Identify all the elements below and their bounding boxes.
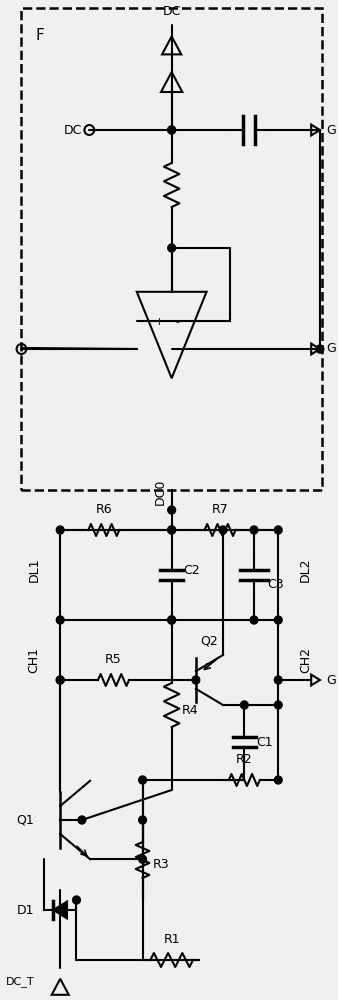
Text: CH2: CH2 bbox=[299, 647, 312, 673]
Text: DC: DC bbox=[163, 5, 181, 18]
Text: +: + bbox=[155, 317, 164, 327]
Text: G: G bbox=[327, 674, 336, 686]
Text: R2: R2 bbox=[236, 753, 252, 766]
Text: R3: R3 bbox=[152, 858, 169, 871]
Text: F: F bbox=[36, 28, 45, 43]
Circle shape bbox=[274, 701, 282, 709]
Text: R7: R7 bbox=[212, 503, 228, 516]
Circle shape bbox=[73, 896, 80, 904]
Circle shape bbox=[56, 526, 64, 534]
Circle shape bbox=[274, 776, 282, 784]
Text: DL2: DL2 bbox=[299, 558, 312, 582]
Text: C2: C2 bbox=[183, 564, 200, 576]
Circle shape bbox=[192, 676, 200, 684]
Circle shape bbox=[139, 776, 146, 784]
Polygon shape bbox=[53, 902, 67, 918]
Bar bbox=[21, 8, 322, 490]
Circle shape bbox=[274, 616, 282, 624]
Circle shape bbox=[219, 526, 227, 534]
Circle shape bbox=[56, 676, 64, 684]
Circle shape bbox=[316, 345, 324, 353]
Circle shape bbox=[240, 701, 248, 709]
Text: R5: R5 bbox=[105, 653, 122, 666]
Text: C3: C3 bbox=[268, 578, 284, 591]
Text: R1: R1 bbox=[163, 933, 180, 946]
Circle shape bbox=[168, 616, 175, 624]
Text: Q2: Q2 bbox=[201, 635, 218, 648]
Circle shape bbox=[168, 244, 175, 252]
Text: G: G bbox=[327, 123, 336, 136]
Text: DL1: DL1 bbox=[28, 558, 41, 582]
Circle shape bbox=[250, 616, 258, 624]
Text: C1: C1 bbox=[256, 736, 272, 748]
Circle shape bbox=[168, 526, 175, 534]
Circle shape bbox=[78, 816, 86, 824]
Text: CH1: CH1 bbox=[28, 647, 41, 673]
Circle shape bbox=[274, 676, 282, 684]
Text: DC_T: DC_T bbox=[5, 977, 34, 987]
Circle shape bbox=[139, 855, 146, 863]
Circle shape bbox=[56, 616, 64, 624]
Text: R4: R4 bbox=[182, 704, 198, 716]
Circle shape bbox=[168, 526, 175, 534]
Text: G: G bbox=[327, 342, 336, 356]
Circle shape bbox=[274, 526, 282, 534]
Text: Q1: Q1 bbox=[16, 814, 34, 826]
Circle shape bbox=[168, 126, 175, 134]
Circle shape bbox=[250, 526, 258, 534]
Text: DC: DC bbox=[64, 123, 82, 136]
Circle shape bbox=[56, 676, 64, 684]
Circle shape bbox=[168, 126, 175, 134]
Circle shape bbox=[168, 616, 175, 624]
Text: -: - bbox=[175, 317, 179, 327]
Text: DC0: DC0 bbox=[154, 479, 167, 505]
Text: D1: D1 bbox=[17, 904, 34, 916]
Circle shape bbox=[139, 816, 146, 824]
Circle shape bbox=[168, 506, 175, 514]
Text: R6: R6 bbox=[96, 503, 112, 516]
